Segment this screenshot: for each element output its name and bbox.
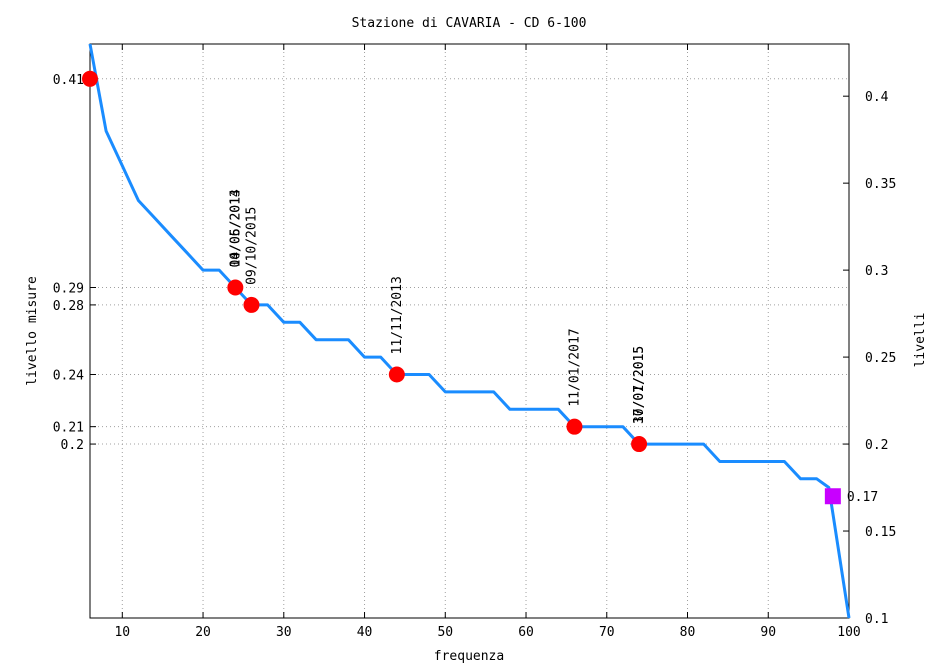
x-tick-label: 70 — [599, 625, 615, 640]
x-tick-label: 20 — [195, 625, 211, 640]
date-label: 11/11/2013 — [390, 276, 405, 354]
measurement-point — [566, 418, 583, 435]
x-tick-label: 30 — [276, 625, 292, 640]
left-y-tick-label: 0.21 — [53, 421, 84, 436]
date-label: 30/01/2015 — [632, 346, 647, 424]
measurement-points — [82, 70, 648, 453]
chart-title: Stazione di CAVARIA - CD 6-100 — [352, 16, 587, 31]
grid-lines — [90, 44, 850, 618]
right-y-tick-label: 0.15 — [865, 525, 896, 540]
date-label: 17/07/2015 — [632, 346, 647, 424]
date-label: 04/06/2014 — [228, 189, 243, 267]
left-y-tick-label: 0.24 — [53, 368, 84, 383]
measurement-point — [388, 366, 405, 383]
right-y-tick-label: 0.25 — [865, 351, 896, 366]
measurement-point — [227, 279, 244, 296]
x-tick-label: 90 — [760, 625, 776, 640]
x-tick-label: 60 — [518, 625, 534, 640]
current-level-label: 0.17 — [847, 490, 878, 505]
left-y-tick-label: 0.28 — [53, 299, 84, 314]
right-y-tick-label: 0.1 — [865, 612, 888, 627]
right-y-axis-ticks: 0.1 0.15 0.2 0.25 0.3 0.35 0.4 — [843, 90, 896, 627]
right-y-tick-label: 0.3 — [865, 264, 888, 279]
series-line — [88, 43, 851, 619]
plot-frame — [89, 43, 850, 619]
current-level-marker — [824, 488, 841, 505]
measurement-point — [243, 296, 260, 313]
measurement-point — [82, 70, 98, 87]
x-tick-label: 50 — [437, 625, 453, 640]
left-y-tick-label: 0.2 — [61, 438, 84, 453]
x-axis-label: frequenza — [434, 649, 504, 664]
date-label: 11/01/2017 — [567, 328, 582, 406]
left-y-tick-label: 0.41 — [53, 73, 84, 88]
right-y-tick-label: 0.4 — [865, 90, 889, 105]
x-tick-label: 40 — [357, 625, 373, 640]
date-label: 09/10/2015 — [244, 207, 259, 285]
right-y-axis-label: livelli — [913, 313, 928, 368]
right-y-tick-label: 0.2 — [865, 438, 888, 453]
left-y-axis-label: livello misure — [25, 276, 40, 386]
x-tick-label: 10 — [114, 625, 130, 640]
measurement-point — [631, 436, 648, 453]
x-axis-ticks: 10 20 30 40 50 60 70 80 90 100 — [114, 44, 861, 640]
right-y-tick-label: 0.35 — [865, 177, 896, 192]
left-y-tick-label: 0.29 — [53, 282, 84, 297]
x-tick-label: 100 — [837, 625, 860, 640]
x-tick-label: 80 — [680, 625, 696, 640]
date-label: 10/05/2013 — [228, 189, 243, 267]
